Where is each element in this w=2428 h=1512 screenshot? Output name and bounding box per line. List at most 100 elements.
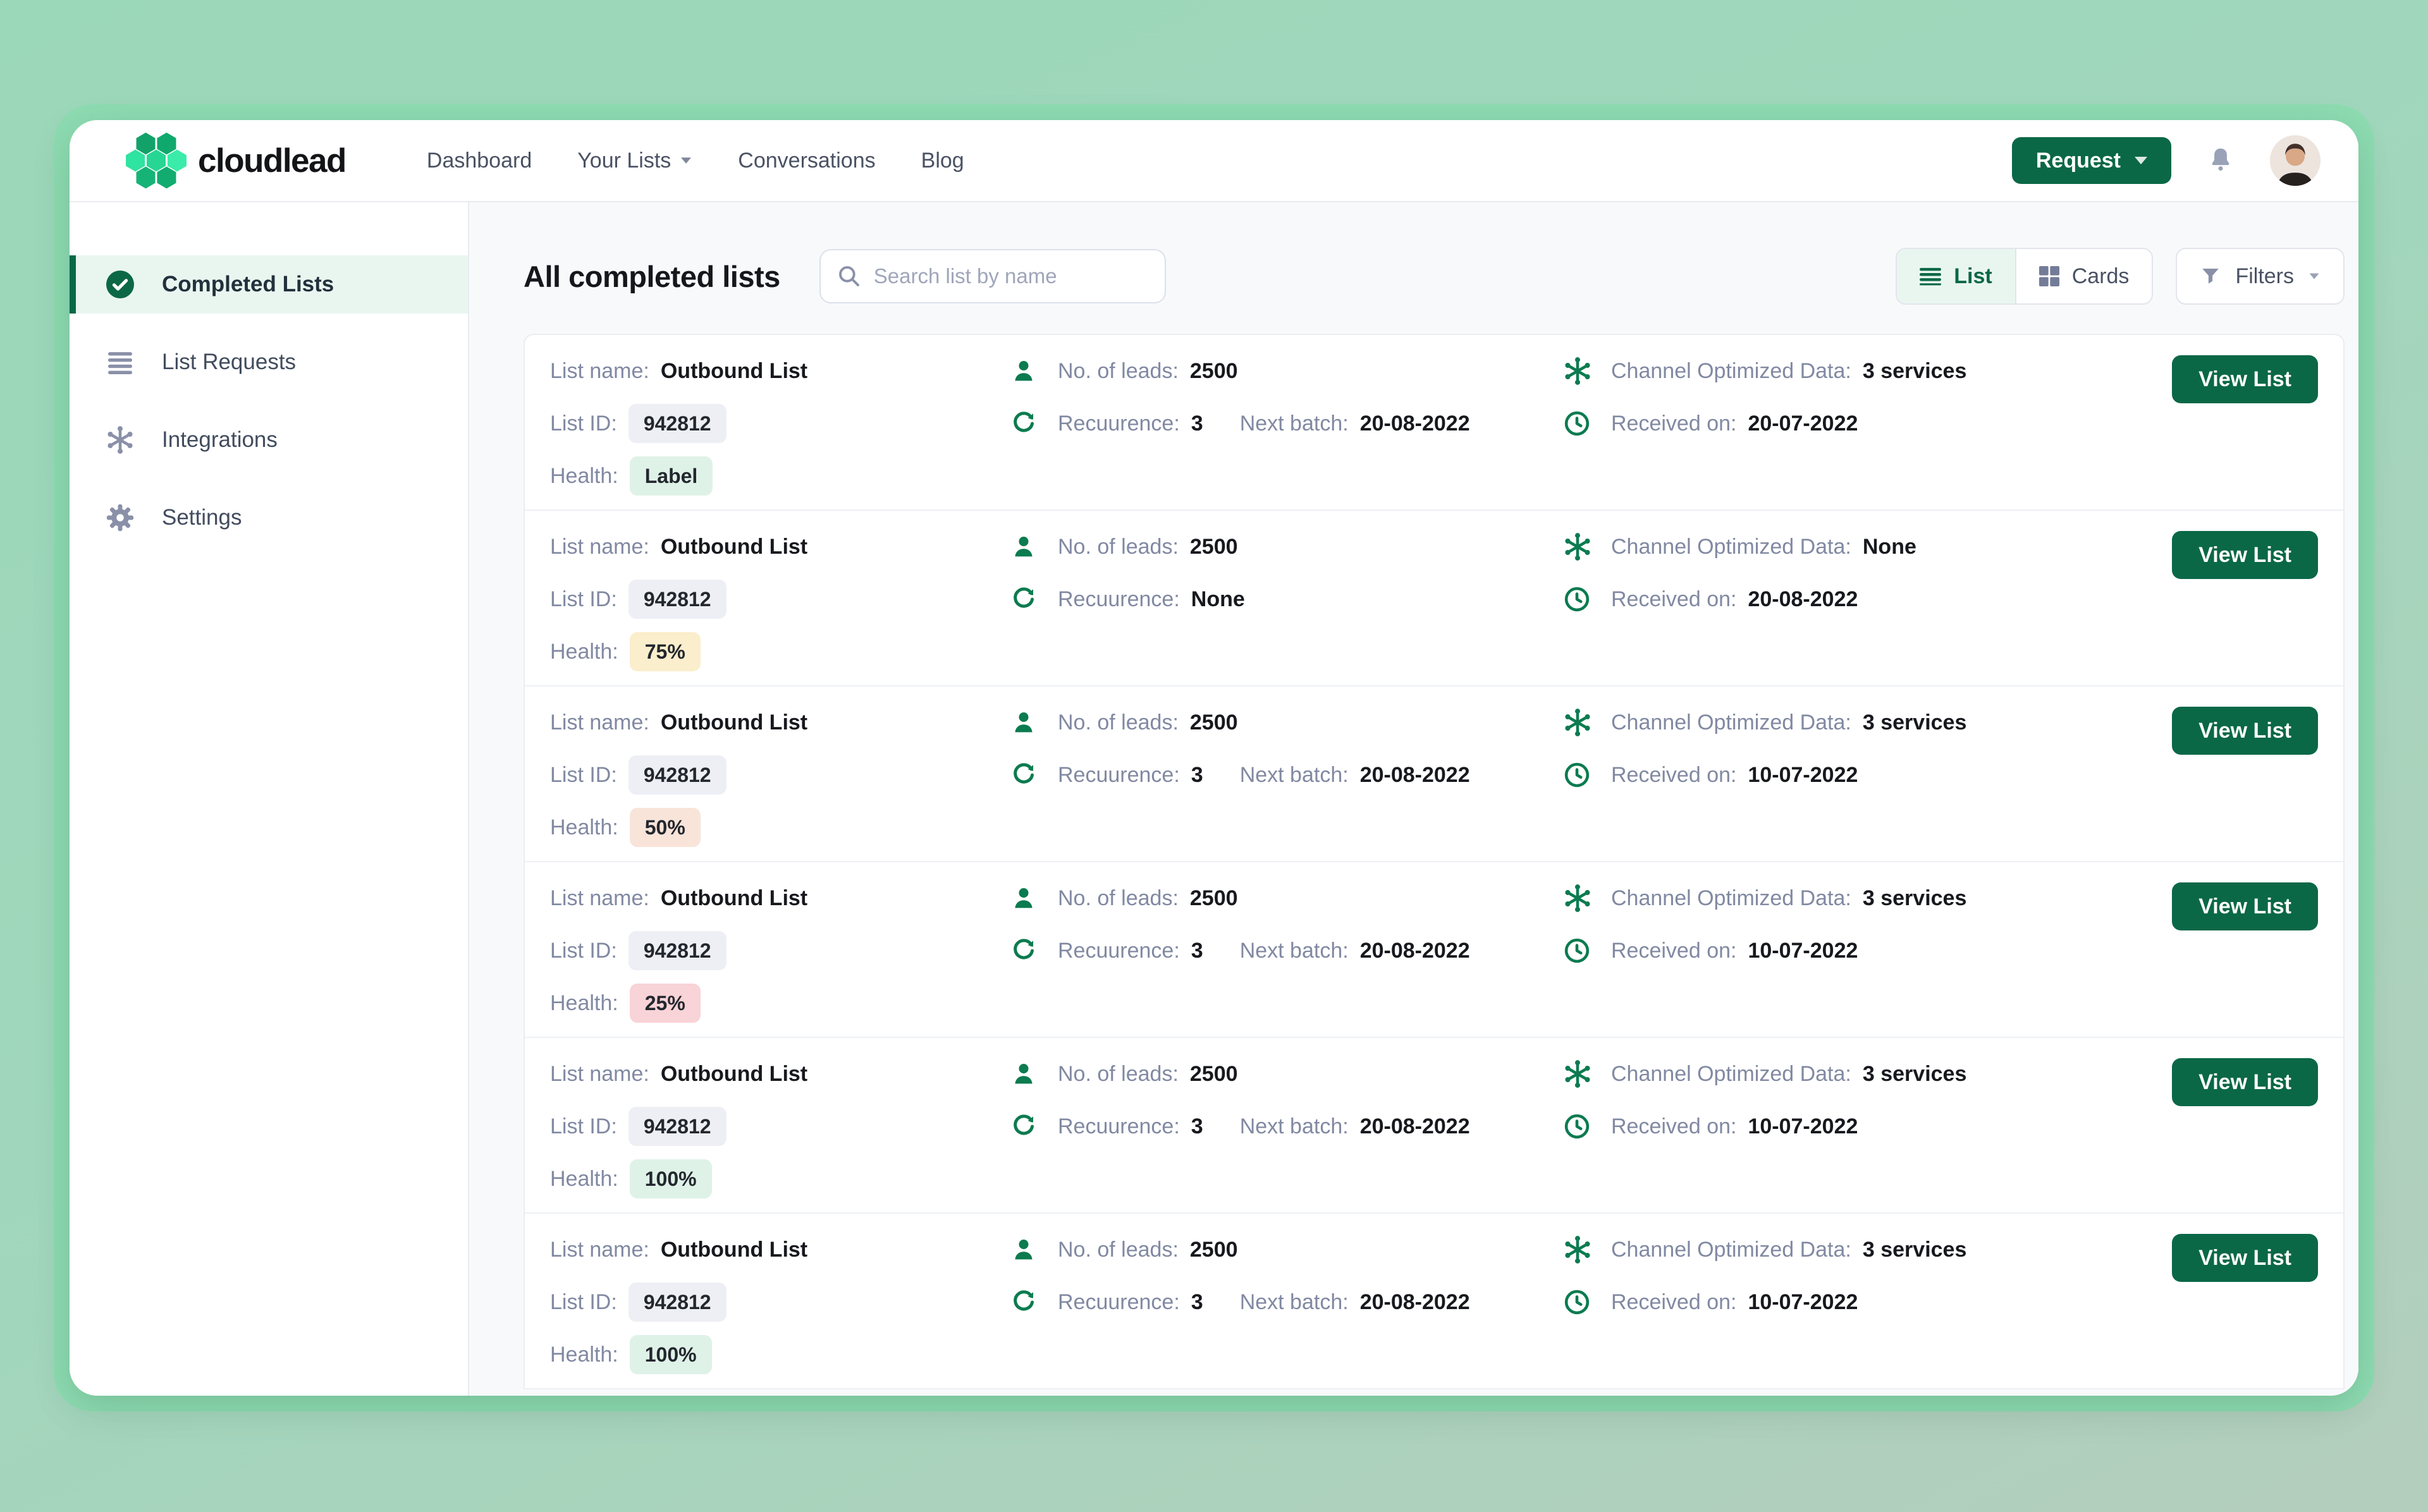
list-id-label: List ID:: [550, 1114, 617, 1138]
received-value: 20-07-2022: [1748, 411, 1858, 436]
channel-label: Channel Optimized Data:: [1611, 534, 1851, 559]
list-name-value: Outbound List: [660, 1237, 808, 1262]
recurrence-value: 3: [1191, 1289, 1203, 1314]
main-nav: Dashboard Your Lists Conversations Blog: [427, 149, 964, 173]
search: [819, 249, 1166, 303]
row-col-identity: List name: Outbound List List ID: 942812…: [550, 1230, 1010, 1374]
recurrence-label: Recuurence:: [1058, 762, 1180, 787]
nav-dashboard[interactable]: Dashboard: [426, 148, 532, 173]
recurrence-label: Recuurence:: [1058, 1289, 1180, 1314]
nav-blog[interactable]: Blog: [921, 148, 964, 173]
cards-view-button[interactable]: Cards: [2014, 249, 2152, 303]
chevron-down-icon: [681, 157, 692, 164]
health-badge: 75%: [629, 632, 701, 671]
refresh-icon: [1010, 761, 1046, 789]
next-batch-value: 20-08-2022: [1359, 938, 1470, 963]
channel-value: 3 services: [1862, 886, 1967, 910]
row-col-leads: No. of leads: 2500 Recuurence: 3 Next ba…: [1010, 703, 1563, 847]
next-batch: Next batch: 20-08-2022: [1240, 1114, 1470, 1139]
health-label: Health:: [550, 463, 618, 488]
request-button[interactable]: Request: [2011, 137, 2171, 184]
bell-icon[interactable]: [2207, 145, 2235, 176]
clock-icon: [1563, 761, 1600, 789]
person-icon: [1010, 884, 1046, 912]
filters-button[interactable]: Filters: [2176, 248, 2345, 305]
row-col-identity: List name: Outbound List List ID: 942812…: [550, 1054, 1010, 1198]
view-list-button[interactable]: View List: [2172, 531, 2318, 579]
clock-icon: [1563, 410, 1600, 437]
view-list-button[interactable]: View List: [2172, 707, 2318, 755]
row-col-leads: No. of leads: 2500 Recuurence: 3 Next ba…: [1010, 1230, 1563, 1374]
next-batch-value: 20-08-2022: [1359, 1114, 1470, 1138]
avatar[interactable]: [2270, 135, 2321, 186]
sidebar-item-completed-lists[interactable]: Completed Lists: [70, 255, 468, 314]
health-badge: 100%: [629, 1335, 712, 1374]
sidebar-item-integrations[interactable]: Integrations: [70, 411, 468, 469]
received-value: 10-07-2022: [1748, 1114, 1858, 1138]
list-name-value: Outbound List: [660, 710, 808, 735]
refresh-icon: [1010, 585, 1046, 613]
leads-value: 2500: [1189, 1061, 1238, 1086]
logo: cloudlead: [123, 130, 346, 191]
view-list-button[interactable]: View List: [2172, 355, 2318, 403]
clock-icon: [1563, 1113, 1600, 1140]
sidebar-item-label: List Requests: [162, 350, 297, 374]
channel-label: Channel Optimized Data:: [1611, 886, 1851, 910]
recurrence-label: Recuurence:: [1058, 1114, 1180, 1138]
leads-label: No. of leads:: [1058, 534, 1179, 559]
gear-icon: [105, 503, 135, 532]
next-batch-value: 20-08-2022: [1359, 411, 1470, 436]
list-name-value: Outbound List: [660, 534, 808, 559]
sidebar-item-list-requests[interactable]: List Requests: [70, 333, 468, 391]
clock-icon: [1563, 937, 1600, 965]
view-list-button[interactable]: View List: [2172, 882, 2318, 930]
row-col-channel: Channel Optimized Data: None Received on…: [1563, 527, 2166, 671]
refresh-icon: [1010, 937, 1046, 965]
recurrence-value: 3: [1191, 1114, 1203, 1138]
next-batch: Next batch: 20-08-2022: [1240, 763, 1470, 788]
health-label: Health:: [550, 639, 618, 664]
list-name-value: Outbound List: [660, 358, 808, 383]
next-batch: Next batch: 20-08-2022: [1240, 939, 1470, 963]
row-col-leads: No. of leads: 2500 Recuurence: 3 Next ba…: [1010, 1054, 1563, 1198]
row-col-identity: List name: Outbound List List ID: 942812…: [550, 703, 1010, 847]
nav-conversations[interactable]: Conversations: [738, 148, 876, 173]
refresh-icon: [1010, 1113, 1046, 1140]
list-name-label: List name:: [550, 710, 649, 735]
refresh-icon: [1010, 1288, 1046, 1316]
health-badge: 50%: [629, 808, 701, 847]
nav-your-lists[interactable]: Your Lists: [577, 149, 692, 173]
person-icon: [1010, 533, 1046, 561]
received-value: 10-07-2022: [1748, 1289, 1858, 1314]
next-batch-label: Next batch:: [1239, 1114, 1349, 1138]
list-name-label: List name:: [550, 886, 649, 910]
channel-asterisk-icon: [1563, 884, 1600, 913]
leads-value: 2500: [1189, 358, 1238, 383]
leads-value: 2500: [1189, 710, 1238, 735]
funnel-icon: [2202, 268, 2219, 284]
health-label: Health:: [550, 1342, 618, 1367]
row-col-channel: Channel Optimized Data: 3 services Recei…: [1563, 703, 2166, 847]
list-id-badge: 942812: [628, 1107, 727, 1146]
leads-label: No. of leads:: [1058, 358, 1179, 383]
view-list-button[interactable]: View List: [2172, 1058, 2318, 1106]
sidebar-item-label: Settings: [162, 505, 242, 530]
recurrence-label: Recuurence:: [1058, 938, 1180, 963]
app-frame: cloudlead Dashboard Your Lists Conversat…: [54, 104, 2374, 1411]
integrations-asterisk-icon: [105, 425, 135, 454]
leads-label: No. of leads:: [1058, 1237, 1179, 1262]
channel-asterisk-icon: [1563, 357, 1600, 386]
sidebar-item-settings[interactable]: Settings: [70, 489, 468, 547]
view-list-button[interactable]: View List: [2172, 1234, 2318, 1282]
channel-value: 3 services: [1862, 358, 1967, 383]
main-header: All completed lists: [524, 248, 2345, 305]
list-view-button[interactable]: List: [1897, 249, 2015, 303]
sidebar: Completed Lists List Requests: [70, 202, 469, 1396]
page-title: All completed lists: [524, 259, 780, 293]
received-label: Received on:: [1611, 1289, 1737, 1314]
list-id-badge: 942812: [628, 755, 727, 795]
channel-value: 3 services: [1862, 1237, 1967, 1262]
search-input[interactable]: [819, 249, 1166, 303]
channel-asterisk-icon: [1563, 708, 1600, 737]
person-icon: [1010, 1060, 1046, 1088]
